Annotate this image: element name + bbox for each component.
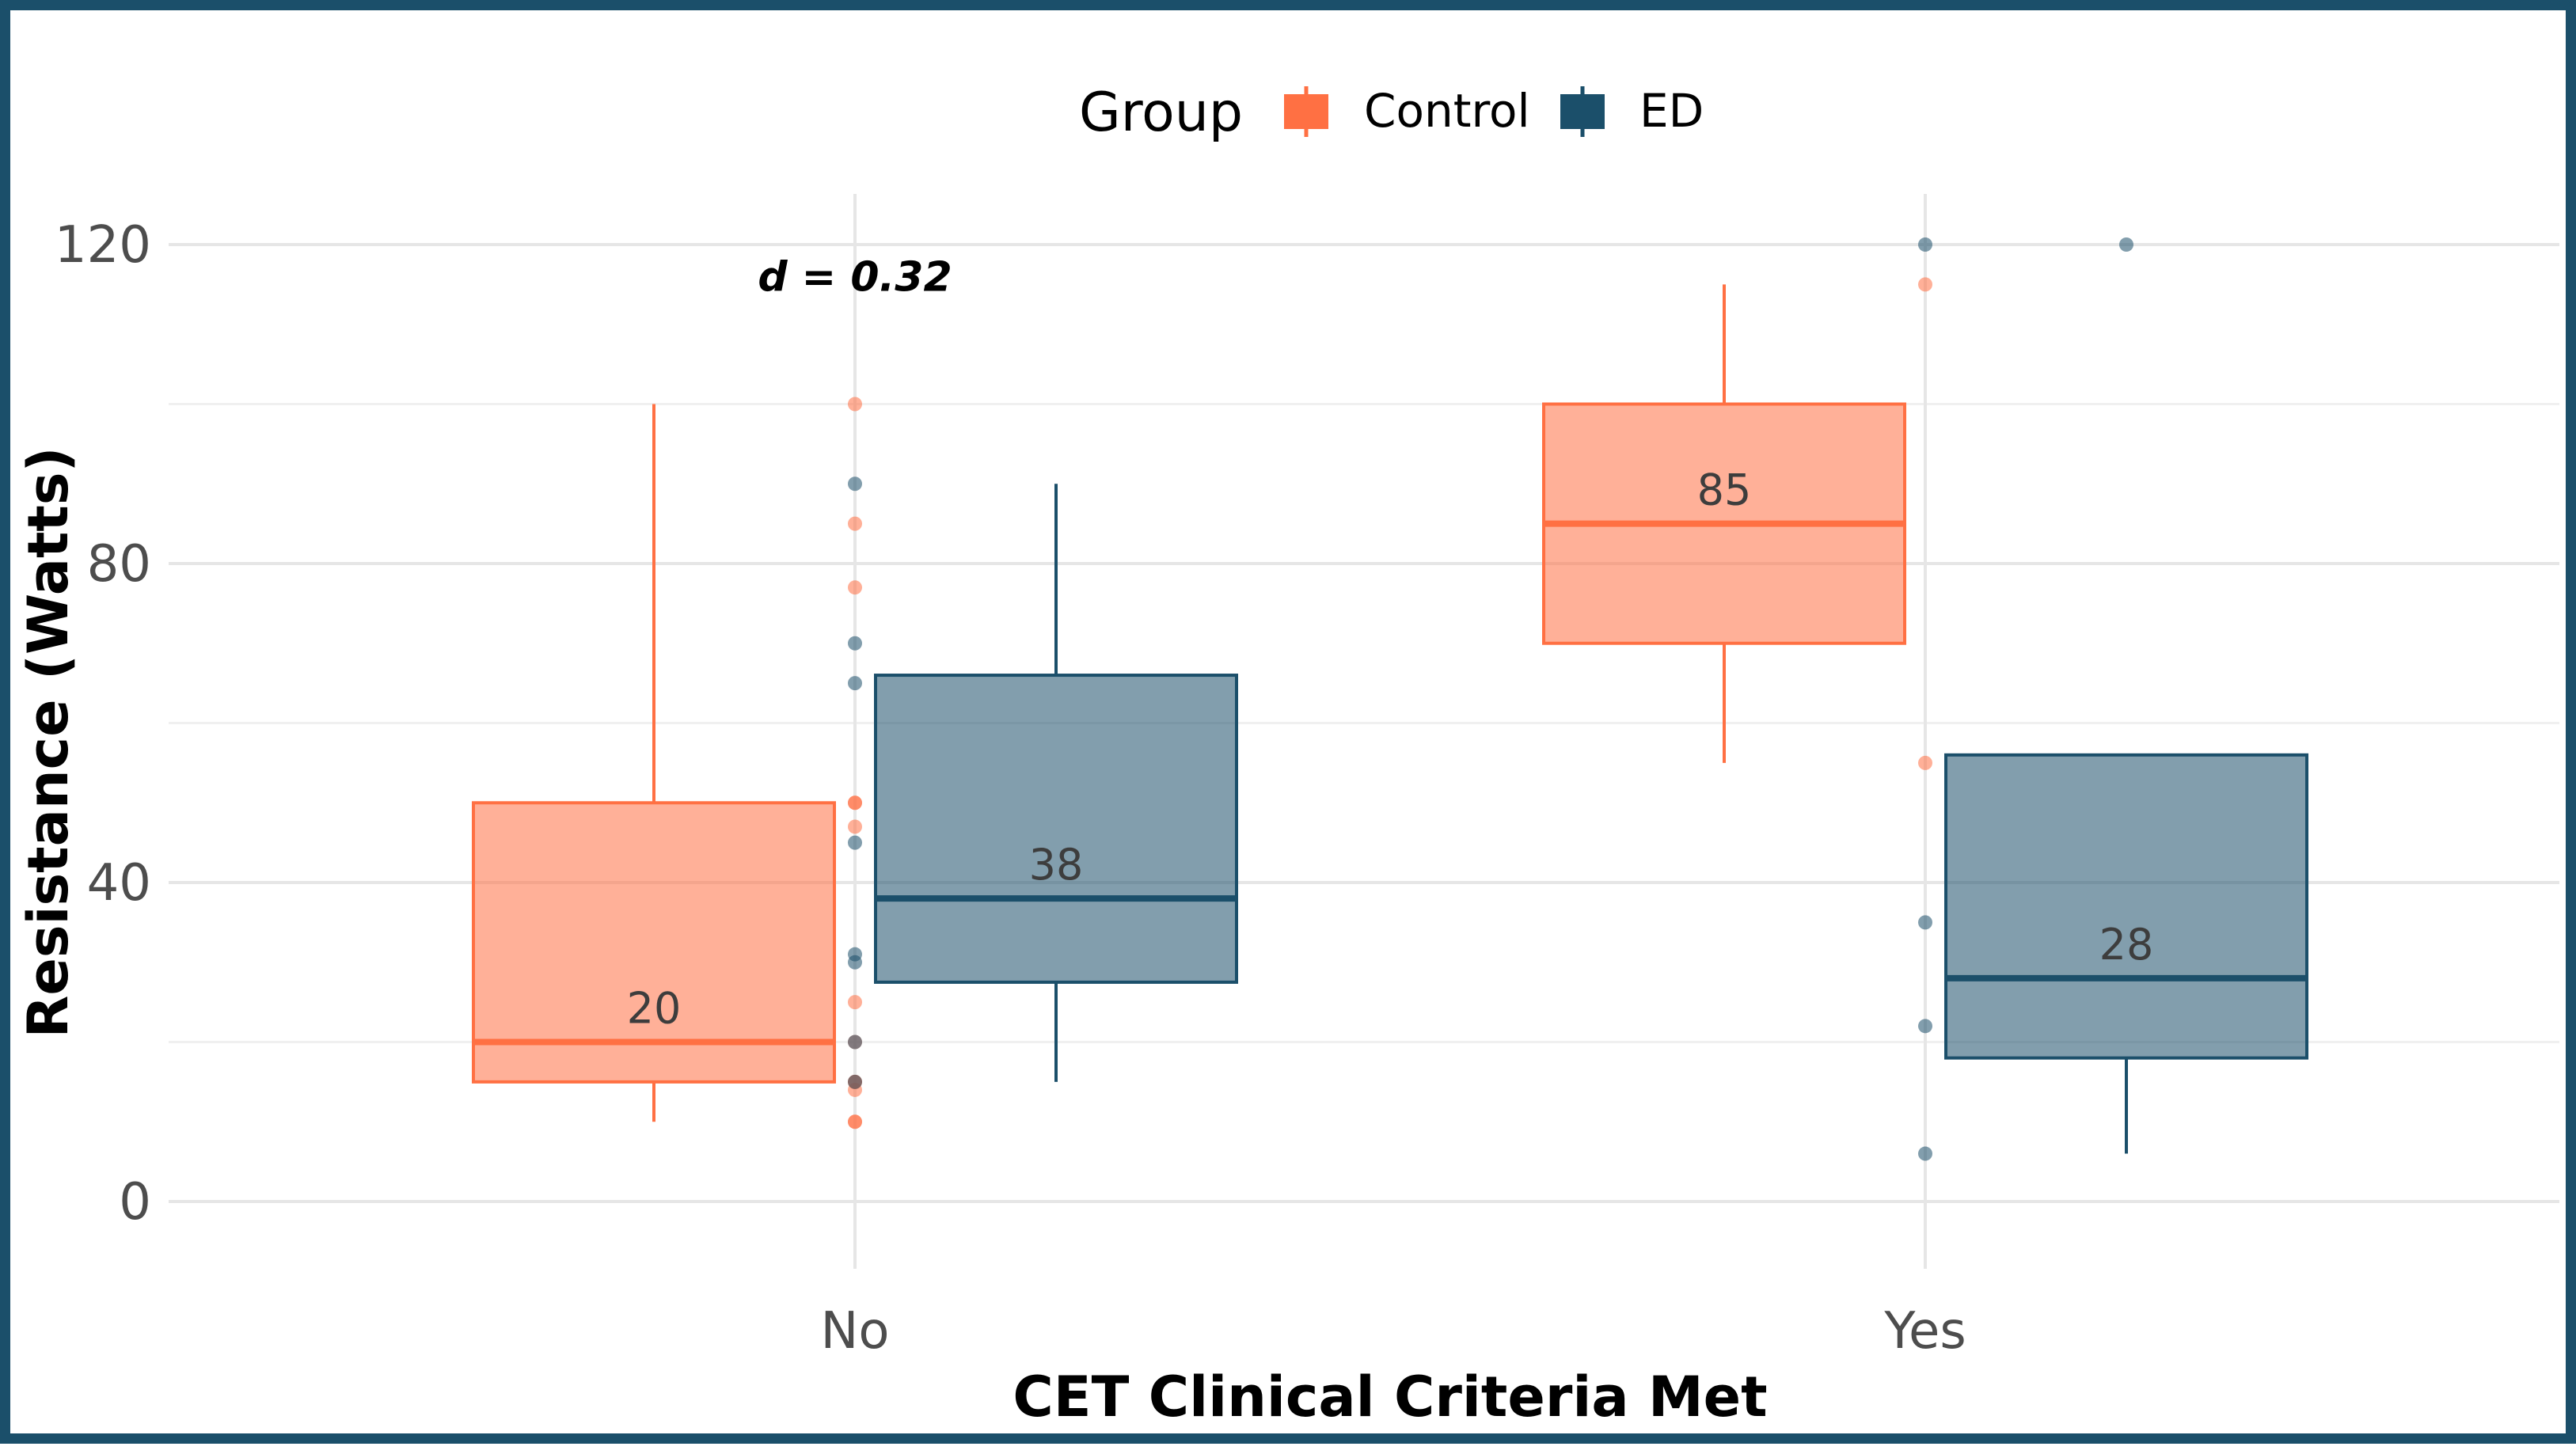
- box: [472, 801, 836, 1084]
- x-axis-title: CET Clinical Criteria Met: [1013, 1365, 1767, 1429]
- data-point: [848, 819, 862, 834]
- data-point: [1918, 755, 1932, 770]
- legend-swatch-control: [1284, 86, 1328, 137]
- legend-label-ed: ED: [1639, 84, 1704, 138]
- data-point: [848, 580, 862, 595]
- grid: [169, 194, 2559, 1269]
- data-point: [1918, 1146, 1932, 1161]
- y-tick-label: 120: [55, 216, 151, 275]
- jitter-points: [848, 237, 1932, 1161]
- legend-label-control: Control: [1364, 84, 1530, 138]
- legend-swatch-ed: [1560, 86, 1605, 137]
- data-point: [848, 516, 862, 531]
- y-tick-label: 40: [87, 854, 151, 913]
- boxplot-chart: 20 85 38 28 0 40 80 120 No Yes d = 0.32 Resistan…: [16, 82, 2559, 1429]
- data-point: [848, 397, 862, 412]
- median-value-label: 38: [1029, 840, 1084, 890]
- y-tick-label: 80: [87, 535, 151, 594]
- data-point: [848, 1074, 862, 1089]
- median-value-label: 20: [627, 984, 682, 1034]
- x-tick-label: Yes: [1883, 1302, 1966, 1361]
- data-point: [848, 795, 862, 811]
- tick-labels: 0 40 80 120 No Yes: [55, 216, 1966, 1361]
- data-point: [848, 1035, 862, 1050]
- data-point: [848, 636, 862, 651]
- data-point: [848, 955, 862, 970]
- box: [1944, 753, 2308, 1060]
- data-point: [1918, 237, 1932, 252]
- legend-title: Group: [1079, 82, 1243, 144]
- effect-size-annotation: d = 0.32: [758, 253, 952, 301]
- legend: Group Control ED: [1079, 82, 1704, 144]
- median-value-label: 85: [1697, 465, 1752, 515]
- boxes: [472, 237, 2308, 1154]
- data-point: [848, 995, 862, 1010]
- data-point: [848, 476, 862, 492]
- data-point: [848, 835, 862, 850]
- data-point: [1918, 1019, 1932, 1034]
- y-axis-title: Resistance (Watts): [16, 446, 81, 1038]
- data-point: [848, 1114, 862, 1129]
- x-tick-label: No: [820, 1302, 889, 1361]
- median-labels: 20 85 38 28: [627, 465, 2154, 1034]
- data-point: [848, 676, 862, 691]
- data-point: [1918, 277, 1932, 292]
- data-point: [1918, 915, 1932, 930]
- outlier-point: [2119, 237, 2133, 252]
- y-tick-label: 0: [119, 1173, 151, 1232]
- box: [874, 674, 1238, 984]
- median-value-label: 28: [2099, 920, 2154, 970]
